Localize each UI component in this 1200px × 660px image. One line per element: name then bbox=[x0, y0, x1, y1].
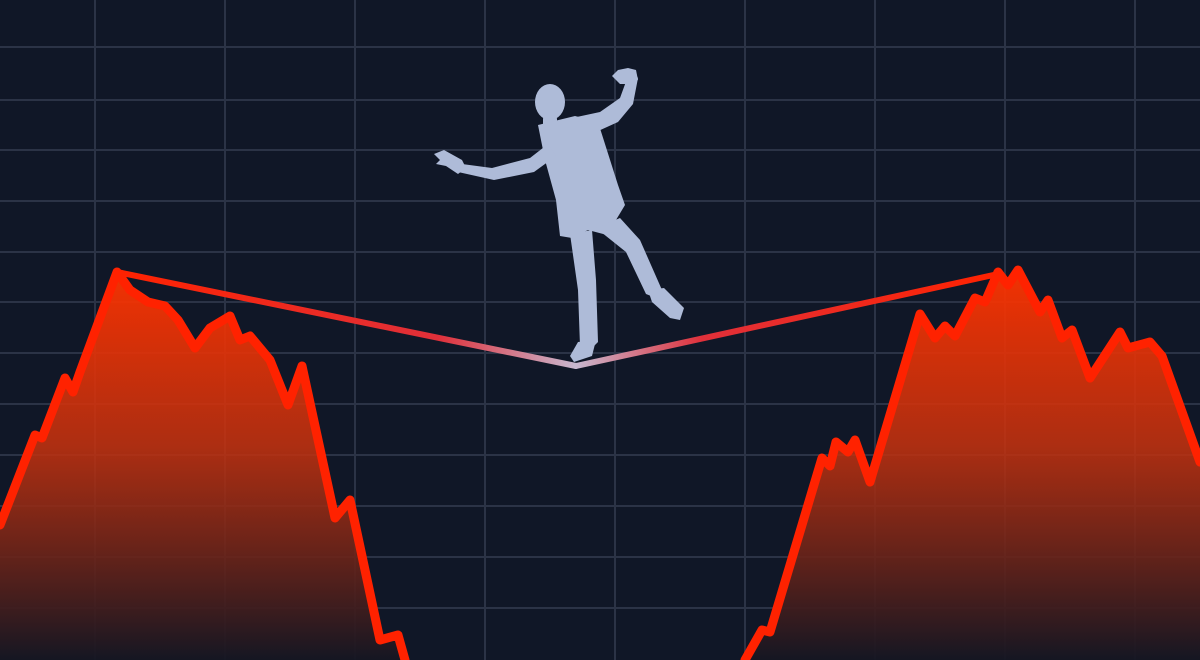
tightrope-walker-silhouette bbox=[434, 68, 684, 362]
left-falling-chart bbox=[0, 267, 410, 660]
tightrope-line bbox=[114, 269, 1001, 369]
right-rising-chart bbox=[740, 265, 1200, 660]
